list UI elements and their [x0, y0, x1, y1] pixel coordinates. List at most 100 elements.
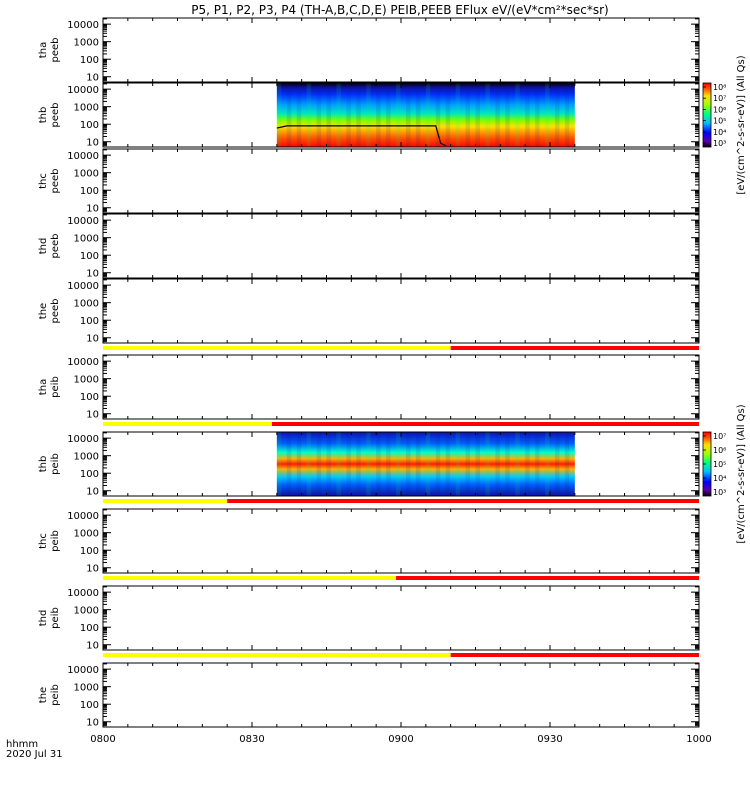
y-tick-label: 10000: [67, 216, 99, 227]
spectrogram-band: [564, 432, 570, 496]
y-tick-label: 1000: [74, 169, 99, 180]
spectrogram-band: [396, 83, 401, 147]
spectrogram-band: [535, 432, 540, 496]
panel-the-peib: 10000 1000 100 10 the peib: [38, 662, 700, 729]
spectrogram-band: [455, 432, 461, 496]
spectrogram-band: [396, 432, 401, 496]
mode-bar-red: [396, 576, 699, 580]
spectrogram-band: [465, 432, 471, 496]
y-tick-label: 1000: [74, 529, 99, 540]
panel-thd-peeb: 10000 1000 100 10 thd peeb: [38, 213, 700, 280]
mode-bar-red: [450, 346, 699, 350]
colorbar-tick-label: 10⁴: [713, 128, 726, 137]
spectrogram-band: [495, 83, 500, 147]
spectrogram-band: [545, 432, 550, 496]
panel-frame: [102, 662, 700, 728]
panel-frame: [102, 508, 700, 574]
y-tick-label: 10000: [67, 357, 99, 368]
energy-line: [276, 125, 446, 147]
y-tick-label: 1000: [74, 38, 99, 49]
y-tick-label: 100: [80, 392, 99, 403]
mode-bar-yellow: [103, 653, 451, 657]
panel-label-probe: thb: [38, 107, 49, 124]
spectrogram-band: [535, 83, 540, 147]
spectrogram-band: [515, 83, 520, 147]
panel-tha-peeb: 10000 1000 100 10 tha peeb: [38, 17, 700, 84]
y-tick-label: 1000: [74, 606, 99, 617]
spectrogram-band: [316, 83, 322, 147]
colorbar-tick-label: 10⁷: [713, 94, 726, 103]
colorbar-label: [eV/(cm^2-s-sr-eV)] (All Qs): [736, 55, 747, 194]
spectrogram-band: [435, 432, 441, 496]
mode-bar-yellow: [103, 499, 228, 503]
mode-bar-yellow: [103, 576, 397, 580]
y-tick-label: 10: [86, 269, 99, 280]
spectrogram-band: [346, 83, 351, 147]
colorbar-tick-label: 10⁶: [713, 446, 726, 455]
spectrogram-band: [465, 83, 471, 147]
y-tick-label: 10: [86, 718, 99, 729]
panel-label-product: peeb: [50, 234, 61, 259]
spectrogram-band: [445, 83, 451, 147]
spectrogram-band: [525, 432, 530, 496]
spectrogram-band: [276, 83, 282, 147]
panel-tha-peib: 10000 1000 100 10 tha peib: [38, 354, 700, 426]
panel-label-probe: tha: [38, 42, 49, 58]
y-tick-label: 1000: [74, 452, 99, 463]
panel-label-probe: thb: [38, 456, 49, 473]
y-tick-label: 100: [80, 700, 99, 711]
spectrogram-band: [316, 432, 322, 496]
spectrogram-band: [296, 432, 302, 496]
spectrogram-band: [455, 83, 461, 147]
panel-label-product: peeb: [50, 169, 61, 194]
colorbar-tick-label: 10⁴: [713, 474, 726, 483]
mode-bar-yellow: [103, 422, 272, 426]
colorbar-thb-peeb: 10⁸ 10⁷ 10⁶ 10⁵ 10⁴ 10³ [eV/(cm^2-s-sr-eV)] (A…: [702, 55, 747, 195]
spectrogram-band: [485, 432, 490, 496]
y-tick-label: 1000: [74, 299, 99, 310]
spectrogram-data: [276, 432, 575, 496]
spectrogram-band: [306, 432, 312, 496]
spectrogram-band: [495, 432, 500, 496]
y-tick-label: 10: [86, 204, 99, 215]
panel-label-product: peeb: [50, 103, 61, 128]
spectrogram-band: [346, 432, 351, 496]
panel-label-probe: the: [38, 303, 49, 319]
panel-label-probe: the: [38, 687, 49, 703]
spectrogram-band: [554, 432, 560, 496]
y-tick-label: 1000: [74, 234, 99, 245]
spectrogram-band: [376, 432, 381, 496]
y-tick-label: 10: [86, 73, 99, 84]
spectrogram-band: [445, 432, 451, 496]
panel-label-probe: thc: [38, 173, 49, 189]
spectrogram-band: [425, 432, 431, 496]
y-tick-label: 1000: [74, 375, 99, 386]
panel-label-product: peib: [50, 453, 61, 475]
y-tick-label: 10000: [67, 20, 99, 31]
panel-frame: [102, 213, 700, 279]
spectrogram-band: [525, 83, 530, 147]
y-tick-label: 100: [80, 623, 99, 634]
y-tick-label: 100: [80, 546, 99, 557]
mode-bar-yellow: [103, 346, 451, 350]
y-tick-label: 10000: [67, 511, 99, 522]
spectrogram-data: [276, 83, 575, 147]
spectrogram-band: [356, 432, 361, 496]
spectrogram-band: [336, 432, 341, 496]
colorbar-strip: [702, 82, 712, 148]
spectrogram-band: [475, 432, 480, 496]
y-tick-label: 10000: [67, 151, 99, 162]
y-tick-label: 10: [86, 487, 99, 498]
spectrogram-band: [276, 432, 282, 496]
y-tick-label: 10000: [67, 434, 99, 445]
panel-label-product: peib: [50, 684, 61, 706]
panel-thb-peib: 10000 1000 100 10 thb peib: [38, 431, 700, 503]
panel-frame: [102, 354, 700, 420]
panel-thb-peeb: 10000 1000 100 10 thb peeb: [38, 82, 700, 149]
x-tick-label: 0800: [90, 734, 115, 745]
colorbar-tick-label: 10³: [713, 488, 726, 497]
spectrogram-band: [386, 432, 391, 496]
colorbar-tick-label: 10⁵: [713, 460, 726, 469]
y-tick-label: 10: [86, 641, 99, 652]
